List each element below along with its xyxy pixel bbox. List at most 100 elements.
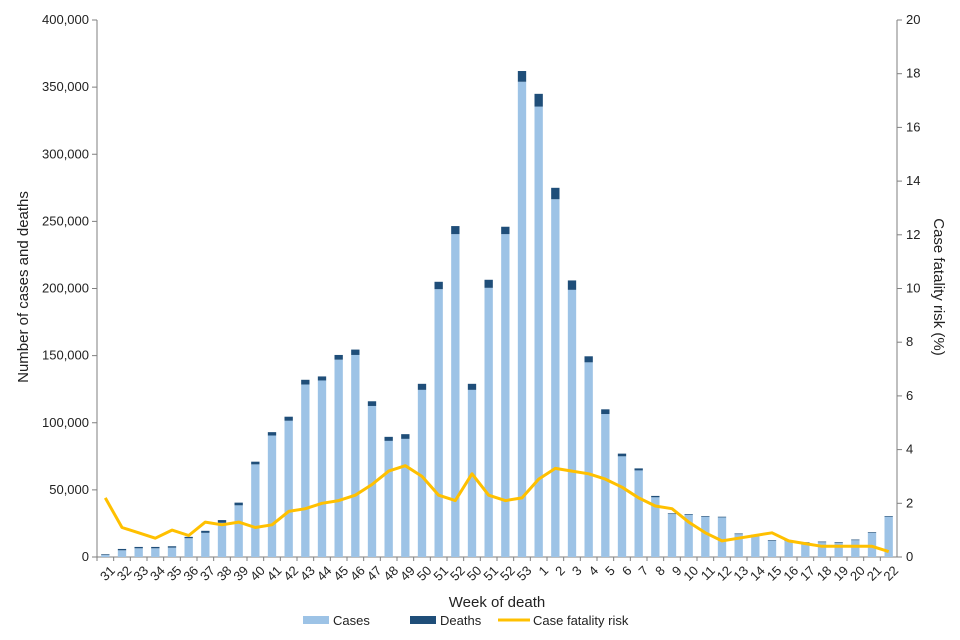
y-tick-label: 0 — [82, 549, 89, 564]
bars — [101, 71, 893, 557]
y2-tick-label: 14 — [906, 173, 920, 188]
y2-tick-label: 2 — [906, 495, 913, 510]
x-tick-label: 4 — [586, 563, 602, 579]
x-axis-title: Week of death — [449, 594, 545, 611]
bar-cases — [601, 414, 610, 557]
bar-deaths — [317, 376, 327, 381]
bar-deaths — [367, 401, 377, 406]
bar-cases — [151, 548, 160, 557]
x-tick-label: 8 — [652, 563, 668, 579]
tick-labels: 0 50,000 100,000 150,000 200,000 250,000 300,0… — [42, 12, 920, 584]
x-tick-label: 6 — [619, 563, 635, 579]
bar-cases — [817, 542, 827, 557]
bar-deaths — [251, 461, 260, 465]
bar-cases — [834, 542, 843, 557]
bar-deaths — [767, 540, 777, 541]
bar-cases — [451, 234, 460, 557]
bar-deaths — [184, 536, 193, 539]
y-tick-label: 150,000 — [42, 348, 89, 363]
legend-swatch-cases — [303, 616, 329, 624]
x-tick-label: 3 — [569, 563, 585, 579]
bar-cases — [101, 554, 110, 557]
bar-cases — [484, 287, 493, 557]
bar-deaths — [117, 548, 127, 551]
bar-deaths — [601, 409, 610, 415]
bar-cases — [134, 548, 143, 557]
bar-deaths — [267, 432, 277, 436]
bar-deaths — [567, 280, 577, 290]
bar-deaths — [101, 554, 110, 555]
bar-deaths — [451, 226, 460, 235]
bar-cases — [284, 420, 293, 557]
x-tick-label: 22 — [880, 563, 901, 584]
bar-deaths — [667, 513, 677, 515]
bar-cases — [851, 540, 860, 557]
bar-cases — [634, 470, 643, 557]
bar-deaths — [467, 383, 477, 390]
bar-cases — [167, 547, 177, 557]
y-tick-label: 300,000 — [42, 146, 89, 161]
bar-cases — [351, 354, 360, 557]
bar-cases — [534, 106, 543, 557]
y2-tick-label: 12 — [906, 227, 920, 242]
bar-cases — [267, 435, 277, 557]
bar-cases — [551, 199, 560, 557]
bar-cases — [234, 505, 243, 557]
legend-label-deaths: Deaths — [440, 613, 482, 628]
bar-cases — [734, 534, 743, 557]
y-tick-label: 250,000 — [42, 213, 89, 228]
bar-deaths — [551, 187, 560, 200]
y2-tick-label: 10 — [906, 281, 920, 296]
y2-tick-label: 4 — [906, 442, 913, 457]
y-tick-label: 100,000 — [42, 415, 89, 430]
bar-deaths — [501, 226, 510, 235]
bar-deaths — [717, 516, 727, 518]
y2-tick-label: 8 — [906, 334, 913, 349]
y2-tick-label: 18 — [906, 66, 920, 81]
bar-cases — [367, 405, 377, 557]
y-tick-label: 50,000 — [49, 482, 89, 497]
bar-deaths — [134, 546, 143, 549]
legend-label-cfr: Case fatality risk — [533, 613, 629, 628]
bar-cases — [617, 456, 627, 557]
bar-cases — [434, 289, 443, 557]
bar-deaths — [284, 416, 293, 421]
bar-cases — [317, 380, 327, 557]
bar-deaths — [234, 502, 243, 506]
bar-cases — [517, 81, 527, 557]
bar-cases — [651, 497, 660, 557]
x-tick-label: 1 — [536, 563, 552, 579]
bar-cases — [584, 362, 593, 557]
bar-cases — [684, 514, 693, 557]
bar-cases — [201, 532, 210, 557]
bar-deaths — [201, 530, 210, 533]
bar-deaths — [517, 71, 527, 82]
y-axis-title: Number of cases and deaths — [15, 191, 32, 383]
x-tick-label: 53 — [514, 563, 535, 584]
bar-cases — [751, 535, 760, 557]
bar-cases — [884, 516, 893, 557]
y-tick-label: 400,000 — [42, 12, 89, 27]
bar-cases — [401, 438, 410, 557]
bar-deaths — [217, 520, 227, 523]
cfr-line — [103, 464, 890, 554]
bar-deaths — [651, 495, 660, 498]
bar-cases — [784, 540, 793, 557]
bar-deaths — [684, 514, 693, 515]
bar-cases — [567, 289, 577, 557]
bar-deaths — [334, 354, 343, 360]
legend-label-cases: Cases — [333, 613, 370, 628]
bar-cases — [717, 517, 727, 557]
bar-deaths — [834, 542, 843, 543]
bar-deaths — [617, 453, 627, 457]
y2-tick-label: 16 — [906, 119, 920, 134]
y2-tick-label: 6 — [906, 388, 913, 403]
bar-deaths — [417, 383, 427, 390]
bar-deaths — [534, 93, 543, 107]
bar-cases — [117, 550, 127, 557]
bar-cases — [184, 538, 193, 557]
x-tick-label: 7 — [636, 563, 652, 579]
bar-cases — [501, 234, 510, 557]
legend-swatch-deaths — [410, 616, 436, 624]
